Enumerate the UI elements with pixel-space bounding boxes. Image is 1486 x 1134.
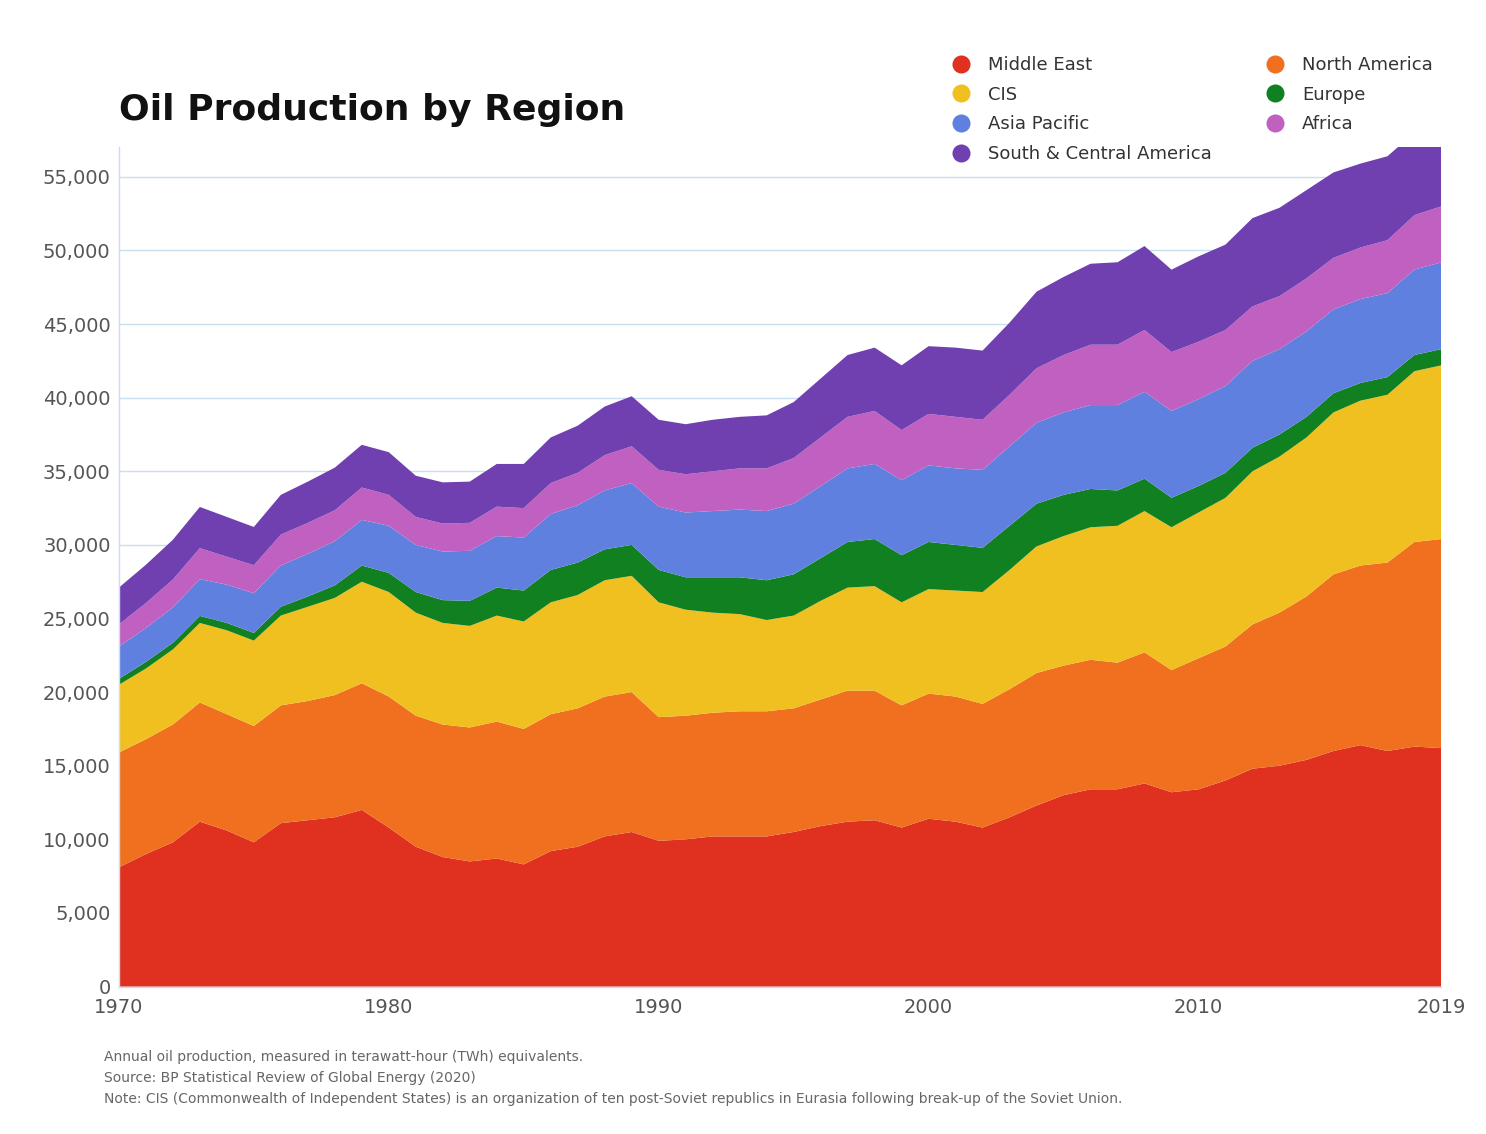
Text: Annual oil production, measured in terawatt-hour (TWh) equivalents.
Source: BP S: Annual oil production, measured in teraw… <box>104 1050 1122 1106</box>
Legend: Middle East, CIS, Asia Pacific, South & Central America, North America, Europe, : Middle East, CIS, Asia Pacific, South & … <box>936 49 1440 170</box>
Text: Oil Production by Region: Oil Production by Region <box>119 93 626 127</box>
